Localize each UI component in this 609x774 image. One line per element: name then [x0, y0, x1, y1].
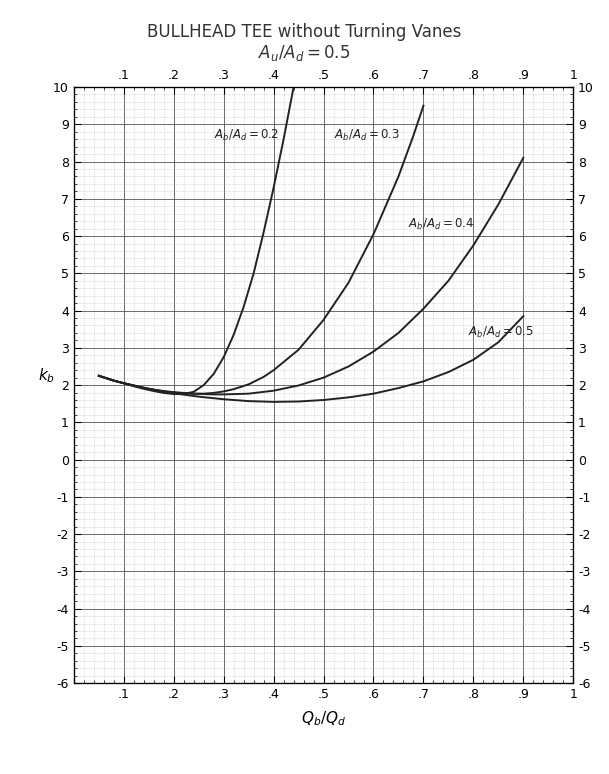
Text: $A_b/A_d=0.2$: $A_b/A_d=0.2$	[214, 128, 279, 143]
X-axis label: $Q_b/Q_d$: $Q_b/Q_d$	[301, 709, 346, 728]
Y-axis label: $k_b$: $k_b$	[38, 366, 55, 385]
Text: $A_b/A_d=0.5$: $A_b/A_d=0.5$	[468, 325, 534, 341]
Text: $A_u/A_d=0.5$: $A_u/A_d=0.5$	[258, 43, 351, 63]
Text: BULLHEAD TEE without Turning Vanes: BULLHEAD TEE without Turning Vanes	[147, 23, 462, 41]
Text: $A_b/A_d=0.3$: $A_b/A_d=0.3$	[334, 128, 400, 143]
Text: $A_b/A_d=0.4$: $A_b/A_d=0.4$	[409, 217, 475, 232]
